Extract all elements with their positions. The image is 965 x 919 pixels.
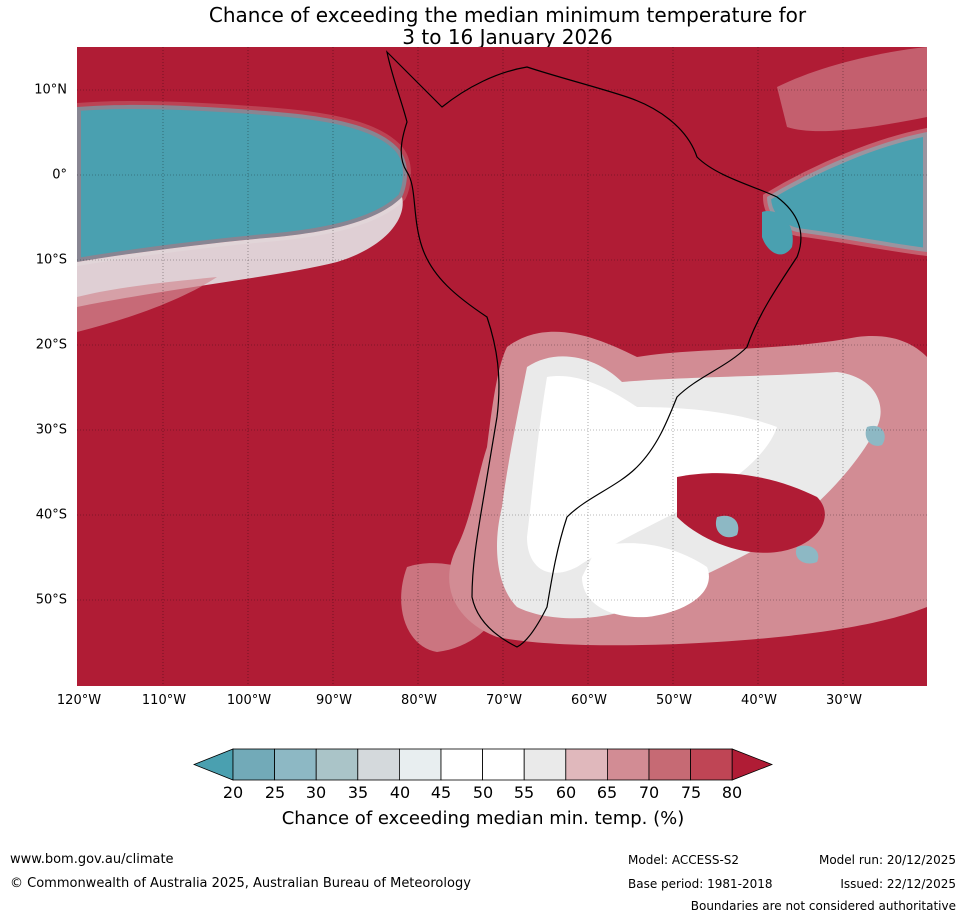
colorbar [193, 748, 773, 781]
lon-label-100w: 100°W [226, 693, 272, 708]
south-atlantic-cool-spot-3 [865, 425, 885, 446]
colorbar-cells [193, 748, 773, 781]
colorbar-cell [523, 748, 567, 781]
lat-label-40s: 40°S [35, 507, 67, 523]
footer-issued: Issued: 22/12/2025 [840, 877, 956, 891]
map-title: Chance of exceeding the median minimum t… [0, 4, 965, 48]
atlantic-cool-blob [762, 211, 793, 255]
lon-label-40w: 40°W [741, 693, 777, 708]
southern-white-area [527, 376, 777, 573]
south-atlantic-red-patch [677, 473, 825, 553]
pacific-cool-edge [77, 197, 403, 307]
lon-label-120w: 120°W [56, 693, 102, 708]
colorbar-cell [232, 748, 275, 781]
colorbar-tick: 25 [264, 783, 286, 802]
colorbar-cell [690, 748, 733, 781]
lon-label-50w: 50°W [656, 693, 692, 708]
probability-map [77, 47, 927, 686]
colorbar-cell [315, 748, 359, 781]
colorbar-tick: 60 [555, 783, 577, 802]
lon-label-90w: 90°W [316, 693, 352, 708]
graticule [77, 47, 927, 686]
south-america-coastline [386, 50, 802, 648]
colorbar-cell [565, 748, 608, 781]
lat-label-20s: 20°S [35, 337, 67, 353]
pacific-fringe [77, 277, 217, 332]
footer-base-period: Base period: 1981-2018 [628, 877, 773, 891]
colorbar-cell [606, 748, 650, 781]
colorbar-label: Chance of exceeding median min. temp. (%… [281, 808, 685, 829]
colorbar-cell [398, 748, 442, 781]
footer-copyright: © Commonwealth of Australia 2025, Austra… [10, 876, 471, 891]
colorbar-extend-high [731, 748, 773, 781]
footer-model-run: Model run: 20/12/2025 [818, 853, 956, 867]
colorbar-cell [357, 748, 400, 781]
title-line-2: 3 to 16 January 2026 [402, 25, 613, 49]
colorbar-tick: 20 [222, 783, 244, 802]
lon-label-110w: 110°W [141, 693, 187, 708]
lat-label-10n: 10°N [34, 82, 67, 98]
title-line-1: Chance of exceeding the median minimum t… [208, 3, 807, 27]
lat-label-10s: 10°S [35, 252, 67, 268]
footer-url: www.bom.gov.au/climate [10, 852, 174, 867]
footer-disclaimer: Boundaries are not considered authoritat… [690, 899, 956, 913]
colorbar-cell [482, 748, 525, 781]
colorbar-tick: 70 [638, 783, 660, 802]
colorbar-tick: 65 [596, 783, 618, 802]
south-atlantic-white-patch [582, 543, 709, 618]
colorbar-tick: 45 [430, 783, 452, 802]
lon-label-80w: 80°W [401, 693, 437, 708]
lon-label-30w: 30°W [826, 693, 862, 708]
colorbar-extend-low [193, 748, 234, 781]
lat-label-0: 0° [52, 167, 67, 183]
colorbar-tick: 35 [347, 783, 369, 802]
colorbar-tick: 50 [472, 783, 494, 802]
footer-model: Model: ACCESS-S2 [628, 853, 740, 867]
lat-label-50s: 50°S [35, 592, 67, 608]
south-atlantic-cool-spot-2 [795, 545, 819, 564]
south-atlantic-cool-spot-1 [715, 515, 739, 538]
far-south-fringe [401, 563, 499, 652]
colorbar-tick: 40 [389, 783, 411, 802]
colorbar-tick: 55 [513, 783, 535, 802]
colorbar-cell [440, 748, 483, 781]
lon-label-70w: 70°W [486, 693, 522, 708]
colorbar-tick: 75 [680, 783, 702, 802]
colorbar-cell [274, 748, 317, 781]
lat-label-30s: 30°S [35, 422, 67, 438]
colorbar-tick: 80 [721, 783, 743, 802]
north-atlantic-fringe [777, 47, 927, 132]
colorbar-cell [648, 748, 691, 781]
colorbar-tick: 30 [305, 783, 327, 802]
lon-label-60w: 60°W [571, 693, 607, 708]
